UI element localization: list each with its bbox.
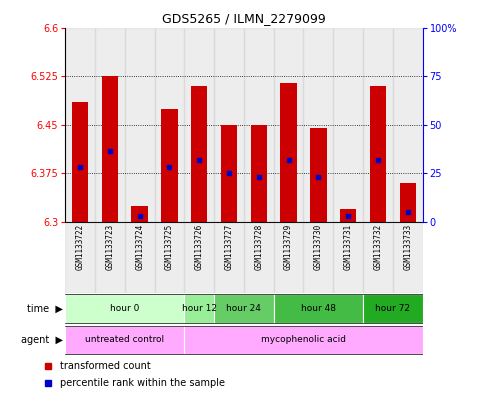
Text: GSM1133731: GSM1133731 [344,224,353,270]
Bar [155,28,185,222]
Bar [72,102,88,222]
Text: GSM1133728: GSM1133728 [255,224,263,270]
Bar [274,222,303,293]
Bar [333,28,363,222]
Bar [65,28,95,222]
Bar [363,294,423,323]
Bar [185,326,423,354]
Bar [281,83,297,222]
Title: GDS5265 / ILMN_2279099: GDS5265 / ILMN_2279099 [162,12,326,25]
Text: GSM1133729: GSM1133729 [284,224,293,270]
Bar [125,222,155,293]
Text: percentile rank within the sample: percentile rank within the sample [60,378,226,387]
Bar [363,28,393,222]
Bar [65,222,95,293]
Text: hour 12: hour 12 [182,304,217,313]
Bar [251,125,267,222]
Bar [370,86,386,222]
Bar [333,222,363,293]
Bar [131,206,148,222]
Text: hour 72: hour 72 [375,304,411,313]
Text: GSM1133723: GSM1133723 [105,224,114,270]
Bar [161,108,178,222]
Bar [214,222,244,293]
Text: GSM1133732: GSM1133732 [373,224,383,270]
Bar [95,28,125,222]
Bar [303,28,333,222]
Bar [399,183,416,222]
Bar [363,222,393,293]
Text: GSM1133733: GSM1133733 [403,224,412,270]
Text: hour 0: hour 0 [110,304,140,313]
Text: GSM1133727: GSM1133727 [225,224,233,270]
Bar [274,28,303,222]
Text: GSM1133726: GSM1133726 [195,224,204,270]
Text: GSM1133722: GSM1133722 [76,224,85,270]
Bar [214,294,274,323]
Bar [274,294,363,323]
Bar [214,28,244,222]
Text: mycophenolic acid: mycophenolic acid [261,336,346,344]
Bar [155,222,185,293]
Bar [340,209,356,222]
Bar [95,222,125,293]
Bar [393,28,423,222]
Bar [393,222,423,293]
Bar [185,222,214,293]
Bar [191,86,207,222]
Text: hour 24: hour 24 [227,304,261,313]
Text: GSM1133725: GSM1133725 [165,224,174,270]
Bar [125,28,155,222]
Text: hour 48: hour 48 [301,304,336,313]
Bar [244,28,274,222]
Bar [65,326,185,354]
Bar [310,128,327,222]
Text: agent  ▶: agent ▶ [21,335,63,345]
Text: GSM1133730: GSM1133730 [314,224,323,270]
Bar [303,222,333,293]
Text: untreated control: untreated control [85,336,164,344]
Bar [102,76,118,222]
Bar [221,125,237,222]
Bar [244,222,274,293]
Text: time  ▶: time ▶ [27,303,63,314]
Text: transformed count: transformed count [60,361,151,371]
Bar [185,294,214,323]
Bar [65,294,185,323]
Text: GSM1133724: GSM1133724 [135,224,144,270]
Bar [185,28,214,222]
